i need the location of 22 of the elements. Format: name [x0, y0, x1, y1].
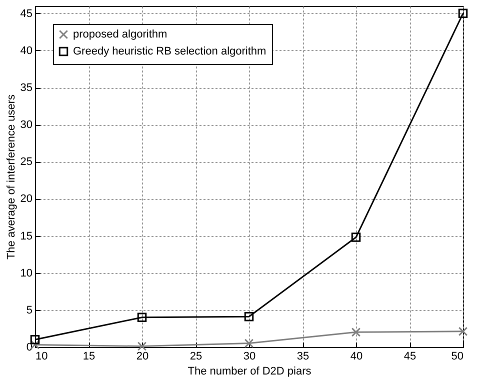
x-tick-label: 15: [82, 350, 96, 362]
x-axis-title: The number of D2D piars: [188, 366, 312, 378]
x-tick-label: 30: [243, 350, 256, 362]
x-tick-label: 50: [451, 350, 464, 362]
y-tick-label: 25: [20, 156, 32, 168]
legend-label: proposed algorithm: [73, 28, 168, 40]
x-tick-label: 35: [296, 350, 310, 362]
y-tick-label: 40: [20, 44, 32, 57]
y-axis-title: The average of interference users: [5, 94, 18, 260]
y-tick-label: 20: [20, 193, 32, 206]
y-tick-label: 30: [20, 119, 32, 132]
y-tick-label: 45: [20, 8, 32, 20]
x-tick-label: 40: [350, 350, 363, 362]
x-tick-label: 20: [136, 350, 149, 362]
legend-label: Greedy heuristic RB selection algorithm: [73, 46, 266, 58]
y-tick-label: 5: [26, 304, 32, 316]
x-tick-label: 25: [190, 350, 202, 362]
x-tick-label: 10: [36, 350, 48, 362]
y-tick-label: 35: [20, 82, 32, 94]
x-tick-label: 45: [404, 350, 416, 362]
y-tick-label: 15: [20, 230, 32, 242]
y-tick-label: 10: [20, 267, 32, 280]
